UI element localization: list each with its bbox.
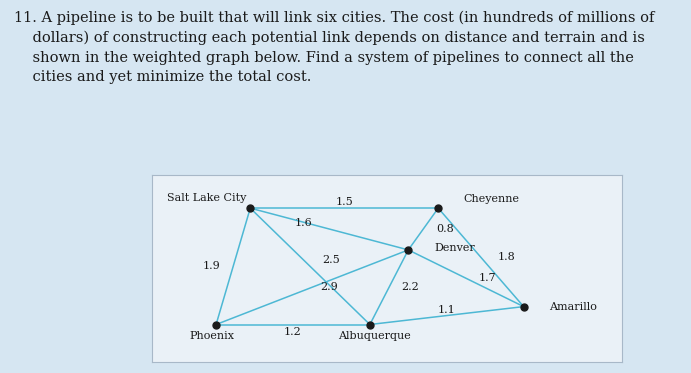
Text: 1.2: 1.2 — [284, 327, 302, 337]
Text: 0.8: 0.8 — [436, 224, 453, 234]
Text: 2.5: 2.5 — [323, 256, 340, 265]
Text: 1.7: 1.7 — [479, 273, 496, 283]
Text: Denver: Denver — [434, 244, 475, 253]
Text: 1.1: 1.1 — [438, 305, 455, 314]
Text: 1.5: 1.5 — [335, 197, 353, 207]
Text: 1.6: 1.6 — [295, 218, 312, 228]
Text: 2.9: 2.9 — [321, 282, 338, 292]
Text: Phoenix: Phoenix — [189, 332, 234, 341]
Text: 2.2: 2.2 — [401, 282, 419, 292]
Text: Albuquerque: Albuquerque — [338, 332, 410, 341]
Text: Amarillo: Amarillo — [549, 302, 597, 311]
Text: Cheyenne: Cheyenne — [464, 194, 520, 204]
Text: 11. A pipeline is to be built that will link six cities. The cost (in hundreds o: 11. A pipeline is to be built that will … — [14, 10, 654, 84]
Text: Salt Lake City: Salt Lake City — [167, 193, 246, 203]
Text: 1.8: 1.8 — [498, 253, 515, 262]
Text: 1.9: 1.9 — [203, 261, 220, 271]
